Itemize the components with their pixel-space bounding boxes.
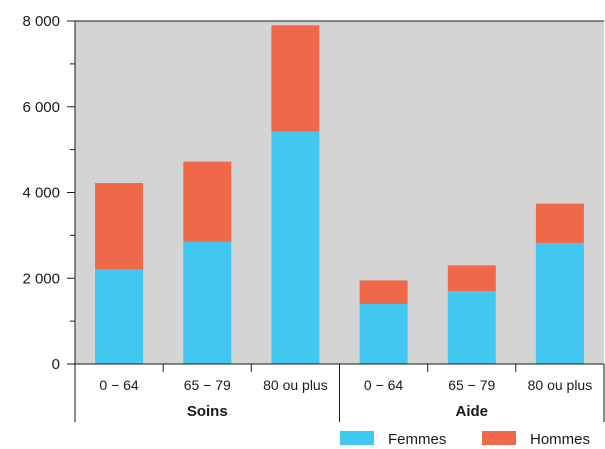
bar-hommes-1 [183, 161, 232, 242]
y-tick-label-4000: 4 000 [22, 185, 60, 202]
plot-area [75, 21, 604, 364]
bar-femmes-1 [183, 241, 232, 364]
legend-swatch-femmes [340, 431, 374, 445]
y-tick-label-2000: 2 000 [22, 270, 60, 287]
bar-femmes-5 [535, 243, 584, 364]
x-tick-label-1: 65 − 79 [184, 377, 231, 393]
y-tick-label-0: 0 [52, 356, 60, 373]
bar-hommes-2 [271, 25, 320, 132]
y-tick-label-8000: 8 000 [22, 13, 60, 30]
bar-hommes-5 [535, 203, 584, 243]
legend-label-femmes: Femmes [388, 431, 446, 448]
x-tick-label-3: 0 − 64 [364, 377, 404, 393]
axes-layer [67, 20, 605, 422]
bar-hommes-4 [447, 265, 496, 292]
x-tick-labels: 0 − 64 65 − 79 80 ou plus Soins 0 − 64 65 − 7… [99, 377, 592, 420]
x-tick-label-0: 0 − 64 [99, 377, 139, 393]
bar-hommes-0 [95, 183, 144, 270]
legend: Femmes Hommes [340, 431, 590, 448]
bar-femmes-0 [95, 269, 144, 364]
legend-swatch-hommes [482, 431, 516, 445]
y-tick-labels: 0 2 000 4 000 6 000 8 000 [22, 13, 60, 373]
x-tick-label-4: 65 − 79 [448, 377, 495, 393]
group-label-1: Aide [455, 403, 488, 420]
group-label-0: Soins [187, 403, 228, 420]
bar-femmes-2 [271, 131, 320, 364]
bar-femmes-3 [359, 304, 408, 364]
x-tick-label-2: 80 ou plus [263, 377, 328, 393]
bar-hommes-3 [359, 280, 408, 304]
bar-femmes-4 [447, 291, 496, 364]
y-tick-label-6000: 6 000 [22, 99, 60, 116]
legend-label-hommes: Hommes [530, 431, 590, 448]
bars-layer [95, 25, 584, 364]
x-tick-label-5: 80 ou plus [528, 377, 593, 393]
